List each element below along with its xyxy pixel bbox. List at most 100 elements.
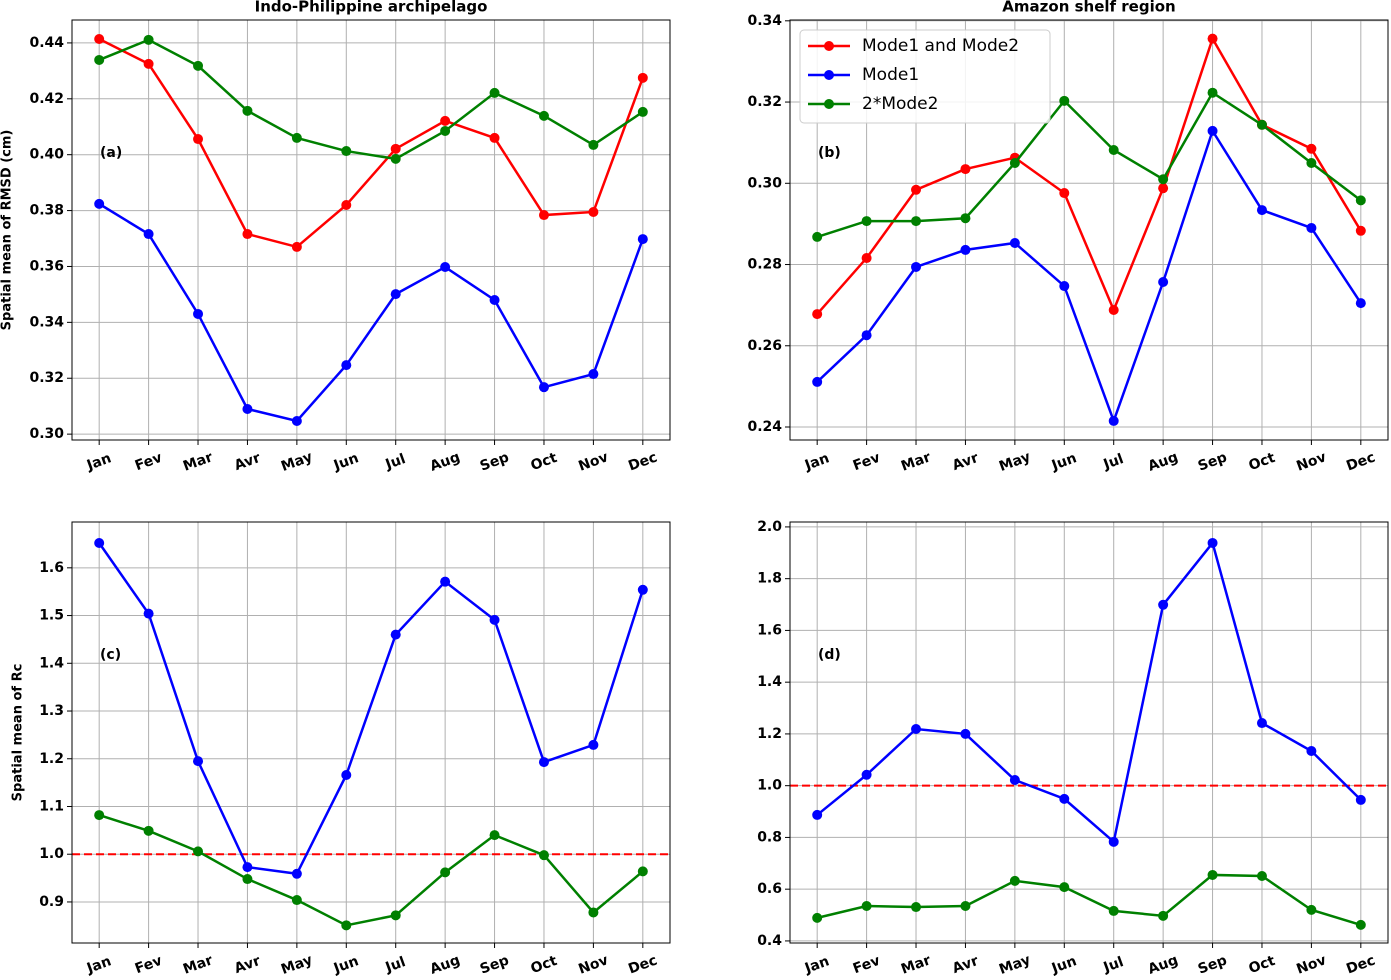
marker <box>390 289 401 300</box>
marker <box>94 198 105 209</box>
marker <box>911 902 922 913</box>
series-line <box>816 873 1362 927</box>
y-axis-label: Spatial mean of RMSD (cm) <box>0 130 15 331</box>
marker <box>193 756 204 767</box>
marker <box>1355 225 1366 236</box>
legend-label: Mode1 <box>862 65 919 85</box>
marker <box>341 146 352 157</box>
marker <box>1059 882 1070 893</box>
marker <box>94 810 105 821</box>
marker <box>637 584 648 595</box>
legend-label: Mode1 and Mode2 <box>862 36 1019 56</box>
marker <box>143 229 154 240</box>
series-line <box>816 90 1362 239</box>
marker <box>193 60 204 71</box>
marker <box>911 261 922 272</box>
marker <box>1158 183 1169 194</box>
y-tick-label: 1.0 <box>757 778 782 794</box>
marker <box>440 262 451 273</box>
y-tick-label: 0.9 <box>39 894 64 910</box>
y-tick-label: 1.6 <box>757 622 782 638</box>
marker <box>812 231 823 242</box>
legend-marker <box>824 99 834 109</box>
marker <box>1158 599 1169 610</box>
marker <box>1306 746 1317 757</box>
x-tick-label: Oct <box>529 953 560 977</box>
x-tick-label: May <box>279 449 315 475</box>
marker <box>1108 415 1119 426</box>
marker <box>143 608 154 619</box>
x-tick-label: Aug <box>1146 449 1180 475</box>
marker <box>1158 910 1169 921</box>
marker <box>341 199 352 210</box>
x-tick-label: Jun <box>1049 450 1079 474</box>
x-tick-label: Dec <box>1344 952 1377 977</box>
x-tick-label: Aug <box>428 449 462 475</box>
x-tick-label: Oct <box>1247 450 1278 474</box>
marker <box>440 115 451 126</box>
x-tick-label: Jan <box>802 450 832 474</box>
x-tick-label: Mar <box>899 449 933 474</box>
y-tick-label: 0.34 <box>747 13 782 29</box>
marker <box>291 415 302 426</box>
marker <box>291 241 302 252</box>
x-tick-label: Jan <box>84 450 114 474</box>
marker <box>489 614 500 625</box>
marker <box>94 538 105 549</box>
x-tick-label: Fev <box>133 450 164 474</box>
marker <box>538 382 549 393</box>
y-tick-label: 0.36 <box>29 258 64 274</box>
marker <box>1009 875 1020 886</box>
marker <box>911 184 922 195</box>
y-tick-label: 1.2 <box>39 751 64 767</box>
series-line <box>98 37 644 249</box>
y-tick-label: 0.32 <box>747 94 782 110</box>
marker <box>1009 157 1020 168</box>
marker <box>1207 125 1218 136</box>
marker <box>1256 718 1267 729</box>
y-tick-label: 1.2 <box>757 726 782 742</box>
marker <box>1256 119 1267 130</box>
marker <box>1158 174 1169 185</box>
marker <box>1108 305 1119 316</box>
x-tick-label: Sep <box>1196 449 1229 474</box>
annotation: (b) <box>818 145 841 161</box>
panel: Jan Fev Mar Avr May Jun Jul Aug Sep Oct Nov Dec 0.4 0… <box>757 519 1389 978</box>
chart-title: Amazon shelf region <box>1002 0 1175 16</box>
y-tick-label: 2.0 <box>757 519 782 535</box>
marker <box>341 360 352 371</box>
y-tick-label: 0.40 <box>29 147 64 163</box>
marker <box>588 206 599 217</box>
marker <box>94 54 105 65</box>
y-tick-label: 0.4 <box>757 933 782 949</box>
marker <box>1108 144 1119 155</box>
marker <box>440 867 451 878</box>
marker <box>1355 919 1366 930</box>
x-tick-label: Jan <box>84 953 114 977</box>
marker <box>960 244 971 255</box>
x-tick-label: Mar <box>899 952 933 977</box>
marker <box>341 769 352 780</box>
marker <box>489 87 500 98</box>
marker <box>1306 904 1317 915</box>
y-tick-label: 0.32 <box>29 370 64 386</box>
x-tick-label: Nov <box>1294 952 1328 977</box>
y-tick-label: 1.5 <box>39 608 64 624</box>
marker <box>960 900 971 911</box>
marker <box>242 105 253 116</box>
marker <box>1059 793 1070 804</box>
x-tick-label: Dec <box>626 449 659 474</box>
marker <box>143 58 154 69</box>
panel: Jan Fev Mar Avr May Jun Jul Aug Sep Oct Nov Dec 0.30… <box>0 0 671 475</box>
marker <box>637 866 648 877</box>
marker <box>291 132 302 143</box>
series-line <box>98 38 644 161</box>
marker <box>1256 870 1267 881</box>
series-line <box>816 540 1362 845</box>
y-tick-label: 0.26 <box>747 338 782 354</box>
marker <box>960 164 971 175</box>
marker <box>1355 298 1366 309</box>
marker <box>193 308 204 319</box>
marker <box>812 809 823 820</box>
marker <box>489 295 500 305</box>
